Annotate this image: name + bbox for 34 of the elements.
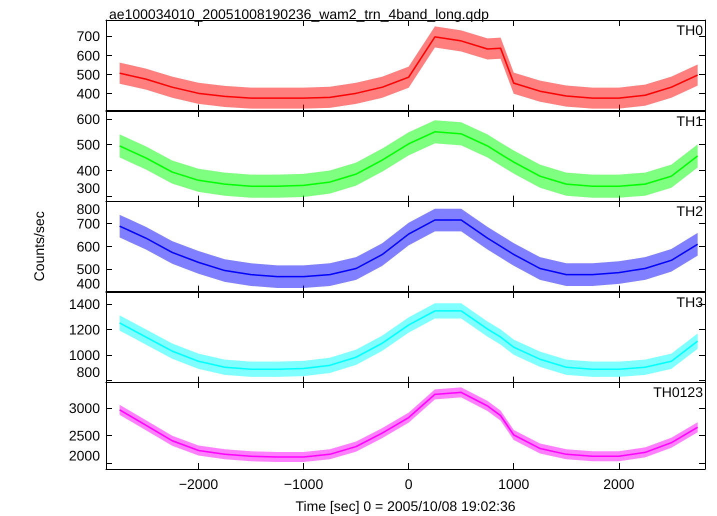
y-tick-label: 2500 xyxy=(68,428,100,444)
chart-title: ae100034010_20051008190236_wam2_trn_4band_long.qdp xyxy=(109,6,490,22)
x-axis-title: Time [sec] 0 = 2005/10/08 19:02:36 xyxy=(295,498,516,514)
x-tick-label: −1000 xyxy=(284,476,324,492)
x-tick-label: 2000 xyxy=(603,476,635,492)
y-tick-label: 600 xyxy=(76,110,100,127)
y-axis-title: Counts/sec xyxy=(31,211,47,282)
y-tick-label: 300 xyxy=(76,180,100,196)
annotation: TH3 xyxy=(676,294,704,310)
y-tick-label: 500 xyxy=(76,66,100,83)
annotation: TH2 xyxy=(676,203,704,220)
x-tick-label: −2000 xyxy=(178,476,218,492)
y-tick-label: 600 xyxy=(76,238,100,254)
annotation: TH0 xyxy=(676,22,704,38)
y-tick-label: 1000 xyxy=(68,346,100,363)
annotation: TH0123 xyxy=(653,384,704,400)
y-tick-label: 1200 xyxy=(68,321,100,338)
y-tick-label: 800 xyxy=(76,364,100,380)
y-tick-label: 400 xyxy=(76,86,100,102)
y-tick-label: 600 xyxy=(76,47,100,64)
y-tick-label: 500 xyxy=(76,136,100,152)
y-tick-label: 700 xyxy=(76,28,100,44)
y-tick-label: 500 xyxy=(76,261,100,278)
y-tick-label: 700 xyxy=(76,216,100,232)
x-tick-label: 0 xyxy=(404,476,413,492)
y-tick-label: 2000 xyxy=(68,448,100,464)
y-tick-label: 1400 xyxy=(68,296,100,312)
y-tick-label: 400 xyxy=(76,162,100,178)
y-tick-label: 3000 xyxy=(68,400,100,416)
x-tick-label: 1000 xyxy=(498,476,530,492)
line-series xyxy=(118,36,698,99)
y-tick-label: 800 xyxy=(76,201,100,218)
annotation: TH1 xyxy=(676,112,704,129)
y-tick-label: 400 xyxy=(76,276,100,292)
